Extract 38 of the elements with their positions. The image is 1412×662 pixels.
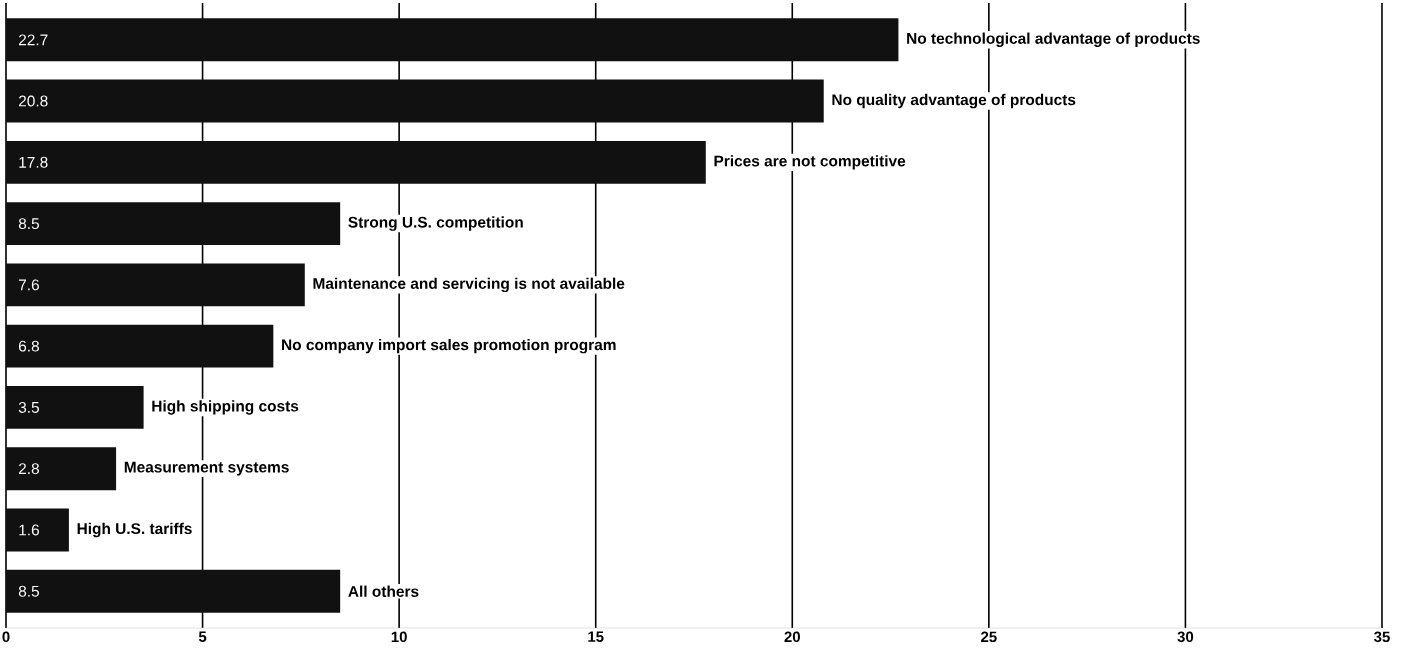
bar <box>6 79 824 123</box>
data-label: 3.5 <box>18 401 40 413</box>
y-tick-label: High U.S. tariffs <box>77 522 192 538</box>
data-label: 17.8 <box>19 156 48 168</box>
x-tick-label: 15 <box>588 631 604 642</box>
y-tick-label: Maintenance and servicing is not available <box>313 277 625 293</box>
data-label: 22.7 <box>18 34 48 46</box>
bar <box>6 447 117 491</box>
data-label: 2.8 <box>18 463 39 475</box>
data-label: 8.5 <box>18 218 40 230</box>
x-tick-label: 5 <box>198 631 207 642</box>
bar <box>6 324 274 368</box>
x-tick-label: 20 <box>784 631 800 643</box>
bar <box>6 508 69 552</box>
x-tick-label: 0 <box>2 631 10 643</box>
y-tick-label: No quality advantage of products <box>832 93 1076 109</box>
y-tick-label: Measurement systems <box>124 461 289 476</box>
bar <box>6 18 899 62</box>
bar <box>6 569 341 613</box>
x-tick-label: 35 <box>1374 631 1390 643</box>
bar <box>6 140 706 184</box>
data-label: 1.6 <box>19 524 39 536</box>
bar <box>6 202 341 246</box>
data-label: 7.6 <box>19 279 39 291</box>
bar <box>6 263 305 307</box>
x-tick-label: 25 <box>981 631 997 643</box>
data-label: 20.8 <box>18 95 48 107</box>
y-tick-label: Prices are not competitive <box>714 155 906 170</box>
x-tick-label: 10 <box>391 631 407 643</box>
y-tick-label: High shipping costs <box>152 400 299 415</box>
y-tick-label: No technological advantage of products <box>907 32 1200 47</box>
y-tick-label: No company import sales promotion program <box>282 338 616 354</box>
y-tick-label: Strong U.S. competition <box>348 216 523 231</box>
x-tick-label: 30 <box>1177 631 1194 643</box>
y-tick-label: All others <box>348 585 419 597</box>
bar <box>6 385 144 429</box>
data-label: 6.8 <box>18 340 39 352</box>
data-label: 8.5 <box>18 585 40 597</box>
